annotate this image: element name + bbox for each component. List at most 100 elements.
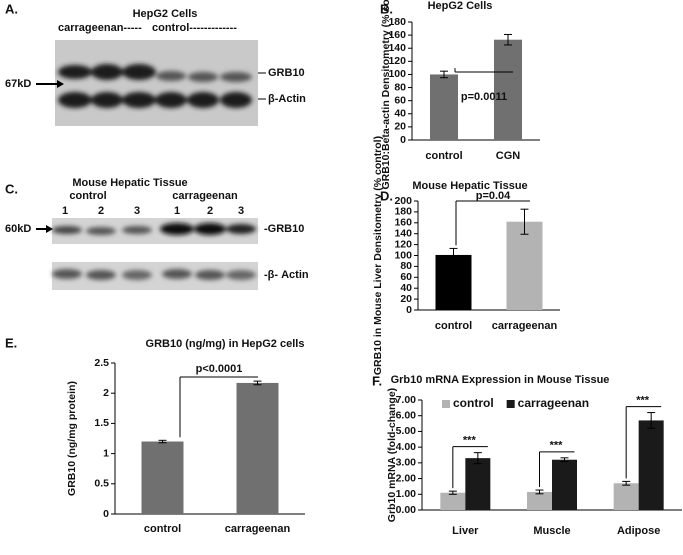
x-tick-label: Liver <box>452 525 479 537</box>
panel-label: D. <box>380 188 393 203</box>
x-tick-label: control <box>435 320 472 332</box>
blot-image <box>55 40 258 126</box>
annotation: p=0.04 <box>476 190 511 202</box>
y-tick-label: 80 <box>394 81 406 93</box>
y-tick-label: 1 <box>103 447 109 459</box>
bar <box>440 492 466 510</box>
y-tick-label: 0 <box>400 134 406 146</box>
y-tick-label: 60 <box>394 94 406 106</box>
size-marker: 67kD <box>5 78 31 90</box>
y-tick-label: 6.00 <box>396 409 417 421</box>
annotation: *** <box>636 394 650 406</box>
lane-label: 3 <box>238 205 244 217</box>
lane-label: 2 <box>207 205 213 217</box>
bar <box>465 458 491 510</box>
y-tick-label: 0 <box>103 508 109 520</box>
x-tick-label: Muscle <box>533 525 570 537</box>
chart-title: HepG2 Cells <box>428 0 493 12</box>
y-axis-label: GRB10 (ng/mg protein) <box>66 381 78 496</box>
lane-label: 2 <box>98 205 104 217</box>
y-axis-label: GRB10 in Mouse Liver Densitometry (% con… <box>372 136 384 375</box>
x-tick-label: Adipose <box>617 525 660 537</box>
y-tick-label: 140 <box>394 227 412 239</box>
y-tick-label: 200 <box>394 195 412 207</box>
y-tick-label: 5.00 <box>396 425 417 437</box>
annotation: *** <box>550 440 564 452</box>
y-tick-label: 80 <box>400 260 412 272</box>
lane-label: 1 <box>62 205 68 217</box>
group-label: carrageenan <box>172 190 238 202</box>
legend-label: control <box>453 396 494 410</box>
bar <box>435 254 472 310</box>
y-tick-label: 2.5 <box>94 357 109 369</box>
annotation: *** <box>463 435 477 447</box>
blot-image <box>52 218 258 290</box>
y-tick-label: 140 <box>388 42 406 54</box>
y-tick-label: 100 <box>394 249 412 261</box>
y-tick-label: 20 <box>394 121 406 133</box>
group-label: control <box>69 190 106 202</box>
panel-label: F. <box>372 373 382 388</box>
arrow-head <box>57 80 64 88</box>
y-tick-label: 120 <box>394 238 412 250</box>
y-tick-label: 40 <box>400 282 412 294</box>
bar <box>141 441 184 514</box>
y-tick-label: 160 <box>388 29 406 41</box>
y-tick-label: 60 <box>400 271 412 283</box>
y-axis-label: Grb10 mRNA (fold-change) <box>386 388 398 522</box>
x-tick-label: control <box>425 150 462 162</box>
y-tick-label: 20 <box>400 293 412 305</box>
bar <box>638 420 664 510</box>
y-tick-label: 1.5 <box>94 417 109 429</box>
group-label: carrageenan----- <box>58 22 142 34</box>
blot-title: HepG2 Cells <box>133 8 198 20</box>
legend-swatch <box>442 400 450 408</box>
panel-label: B. <box>380 1 393 16</box>
bar <box>613 483 639 510</box>
blot-title: Mouse Hepatic Tissue <box>72 177 187 189</box>
y-tick-label: 2 <box>103 387 109 399</box>
y-tick-label: 0.00 <box>396 504 417 516</box>
x-tick-label: CGN <box>496 150 521 162</box>
bar <box>494 39 522 141</box>
y-axis-label: GRB10:Beta-actin Densitometry (% control… <box>380 0 392 190</box>
x-tick-label: control <box>144 523 181 535</box>
group-label: control------------- <box>152 22 237 34</box>
bar <box>506 221 543 310</box>
annotation: p=0.0011 <box>461 91 507 103</box>
panel-label: C. <box>5 181 18 196</box>
y-tick-label: 4.00 <box>396 441 417 453</box>
band-label: -β- Actin <box>264 269 309 281</box>
lane-label: 1 <box>174 205 180 217</box>
y-tick-label: 100 <box>388 68 406 80</box>
y-tick-label: 180 <box>394 206 412 218</box>
legend-swatch <box>506 400 515 408</box>
band-label: β-Actin <box>268 93 306 105</box>
y-tick-label: 0 <box>406 304 412 316</box>
x-tick-label: carrageenan <box>492 320 558 332</box>
y-tick-label: 0.5 <box>94 478 109 490</box>
bar <box>236 382 279 514</box>
panel-label: E. <box>5 335 17 350</box>
y-tick-label: 180 <box>388 16 406 28</box>
band-label: -GRB10 <box>264 223 304 235</box>
y-tick-label: 2.00 <box>396 472 417 484</box>
chart-title: GRB10 (ng/mg) in HepG2 cells <box>146 338 305 350</box>
lane-label: 3 <box>134 205 140 217</box>
legend-label: carrageenan <box>518 396 589 410</box>
y-tick-label: 3.00 <box>396 457 417 469</box>
size-marker: 60kD <box>5 223 31 235</box>
x-tick-label: carrageenan <box>225 523 291 535</box>
y-tick-label: 160 <box>394 217 412 229</box>
bar <box>552 459 577 510</box>
chart-title: Mouse Hepatic Tissue <box>412 180 527 192</box>
annotation: p<0.0001 <box>196 363 243 375</box>
y-tick-label: 120 <box>388 55 406 67</box>
bar <box>430 74 458 140</box>
band-label: GRB10 <box>268 67 305 79</box>
bar <box>527 491 552 510</box>
y-tick-label: 7.00 <box>396 394 417 406</box>
y-tick-label: 1.00 <box>396 488 417 500</box>
arrow-head <box>46 225 53 233</box>
